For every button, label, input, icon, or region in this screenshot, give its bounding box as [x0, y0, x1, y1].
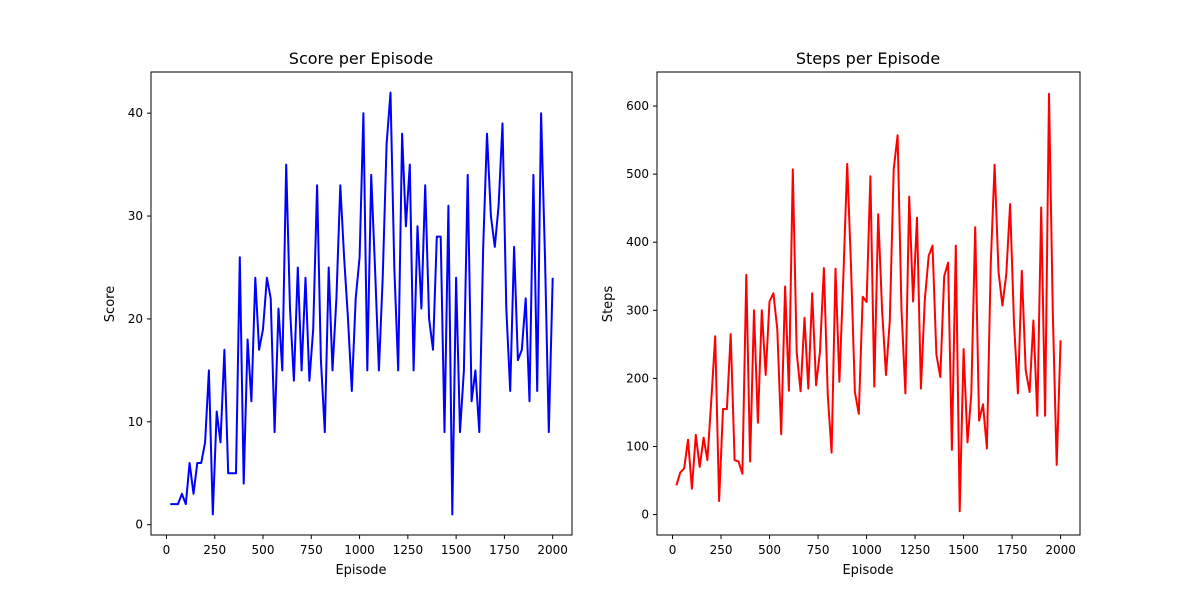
y-axis-label: Steps [601, 286, 616, 323]
score-series-line [170, 91, 554, 516]
ticks-group: 0 250 500 750 1000 1250 1500 1750 2000 0 10 20 30 40 [128, 106, 568, 557]
x-axis-label: Episode [335, 563, 386, 578]
x-axis-label: Episode [842, 563, 893, 578]
y-tick-label: 40 [128, 106, 143, 120]
x-tick-label: 1750 [997, 543, 1028, 557]
x-tick-label: 2000 [1045, 543, 1076, 557]
x-tick-label: 1500 [948, 543, 979, 557]
x-tick-label: 1750 [489, 543, 520, 557]
y-tick-label: 20 [128, 312, 143, 326]
x-tick-label: 1250 [900, 543, 931, 557]
x-tick-label: 1000 [851, 543, 882, 557]
x-tick-label: 750 [300, 543, 323, 557]
score-chart: Score per Episode Episode Score 0 250 500 7… [103, 49, 573, 578]
y-tick-label: 100 [626, 439, 649, 453]
ticks-group: 0 250 500 750 1000 1250 1500 1750 2000 0 100 200 300… [626, 99, 1076, 557]
y-tick-label: 500 [626, 167, 649, 181]
y-tick-label: 10 [128, 415, 143, 429]
y-tick-label: 300 [626, 303, 649, 317]
plot-frame [656, 71, 1081, 536]
steps-series-line [675, 92, 1062, 513]
chart-title: Steps per Episode [796, 49, 940, 68]
x-tick-label: 0 [163, 543, 171, 557]
x-tick-label: 2000 [537, 543, 568, 557]
y-tick-label: 400 [626, 235, 649, 249]
x-tick-label: 0 [669, 543, 677, 557]
y-tick-label: 200 [626, 371, 649, 385]
y-tick-label: 0 [641, 508, 649, 522]
x-tick-label: 500 [758, 543, 781, 557]
x-tick-label: 250 [710, 543, 733, 557]
x-tick-label: 1500 [441, 543, 472, 557]
x-tick-label: 250 [203, 543, 226, 557]
y-tick-label: 0 [135, 518, 143, 532]
x-tick-label: 750 [807, 543, 830, 557]
chart-title: Score per Episode [289, 49, 433, 68]
y-tick-label: 600 [626, 99, 649, 113]
x-tick-label: 500 [252, 543, 275, 557]
y-tick-label: 30 [128, 209, 143, 223]
steps-chart: Steps per Episode Episode Steps 0 250 500 7… [601, 49, 1081, 578]
y-axis-label: Score [103, 286, 118, 322]
x-tick-label: 1000 [344, 543, 375, 557]
x-tick-label: 1250 [393, 543, 424, 557]
plot-frame [150, 71, 573, 536]
